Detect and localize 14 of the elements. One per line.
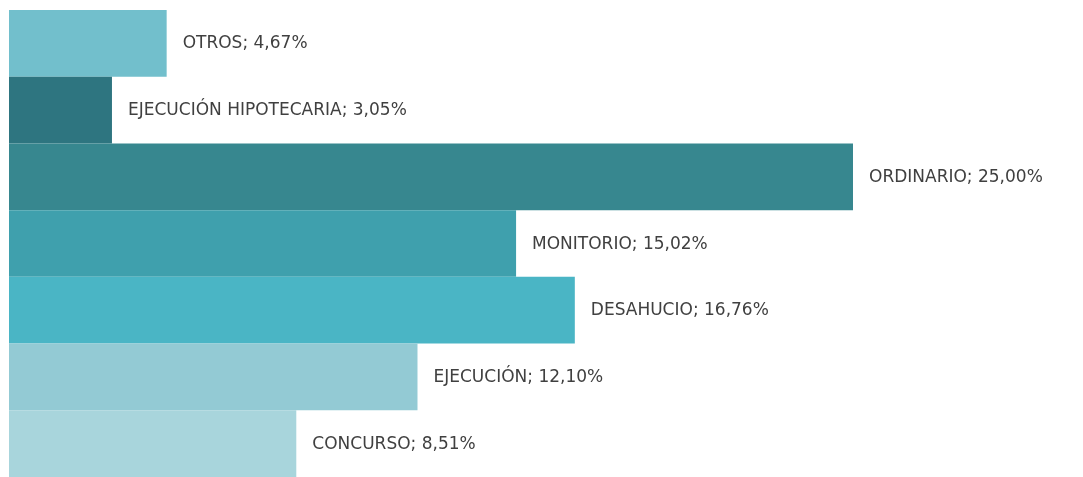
data-label: CONCURSO; 8,51% [312,432,476,453]
bar [9,76,112,144]
data-label: EJECUCIÓN HIPOTECARIA; 3,05% [127,98,407,120]
data-label: EJECUCIÓN; 12,10% [433,364,604,386]
bar [9,410,297,477]
bar [9,210,517,277]
bar [9,276,575,344]
bar [9,10,167,77]
bar [9,143,853,211]
bar [9,343,418,411]
data-label: ORDINARIO; 25,00% [869,165,1043,186]
data-label: MONITORIO; 15,02% [532,232,708,253]
data-label: DESAHUCIO; 16,76% [590,299,769,320]
data-label: OTROS; 4,67% [182,32,308,53]
